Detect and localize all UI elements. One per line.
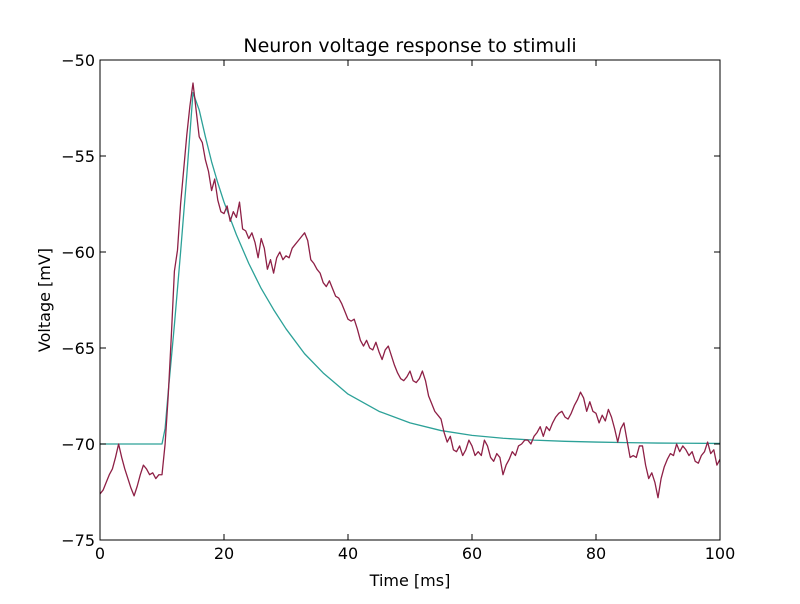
series-line-model [100,91,720,445]
y-tick-label: −60 [61,243,95,262]
x-tick-label: 40 [338,544,358,563]
y-axis-label: Voltage [mV] [35,248,54,352]
y-tick-label: −70 [61,435,95,454]
x-tick-label: 60 [462,544,482,563]
y-tick-label: −50 [61,51,95,70]
series-layer [100,82,720,499]
x-tick-label: 80 [586,544,606,563]
x-tick-label: 0 [95,544,105,563]
x-tick-label: 100 [705,544,736,563]
y-tick-label: −55 [61,147,95,166]
x-axis-label: Time [ms] [369,571,451,590]
y-tick-label: −75 [61,531,95,550]
y-tick-label: −65 [61,339,95,358]
axes-frame [99,59,721,541]
x-tick-label: 20 [214,544,234,563]
series-line-measured [100,82,720,499]
ticks-layer: 0 20 40 60 80 100 −75 −70 −65 −60 −55 −50 [61,51,735,563]
chart-title: Neuron voltage response to stimuli [243,35,576,57]
plot-area [100,60,720,540]
